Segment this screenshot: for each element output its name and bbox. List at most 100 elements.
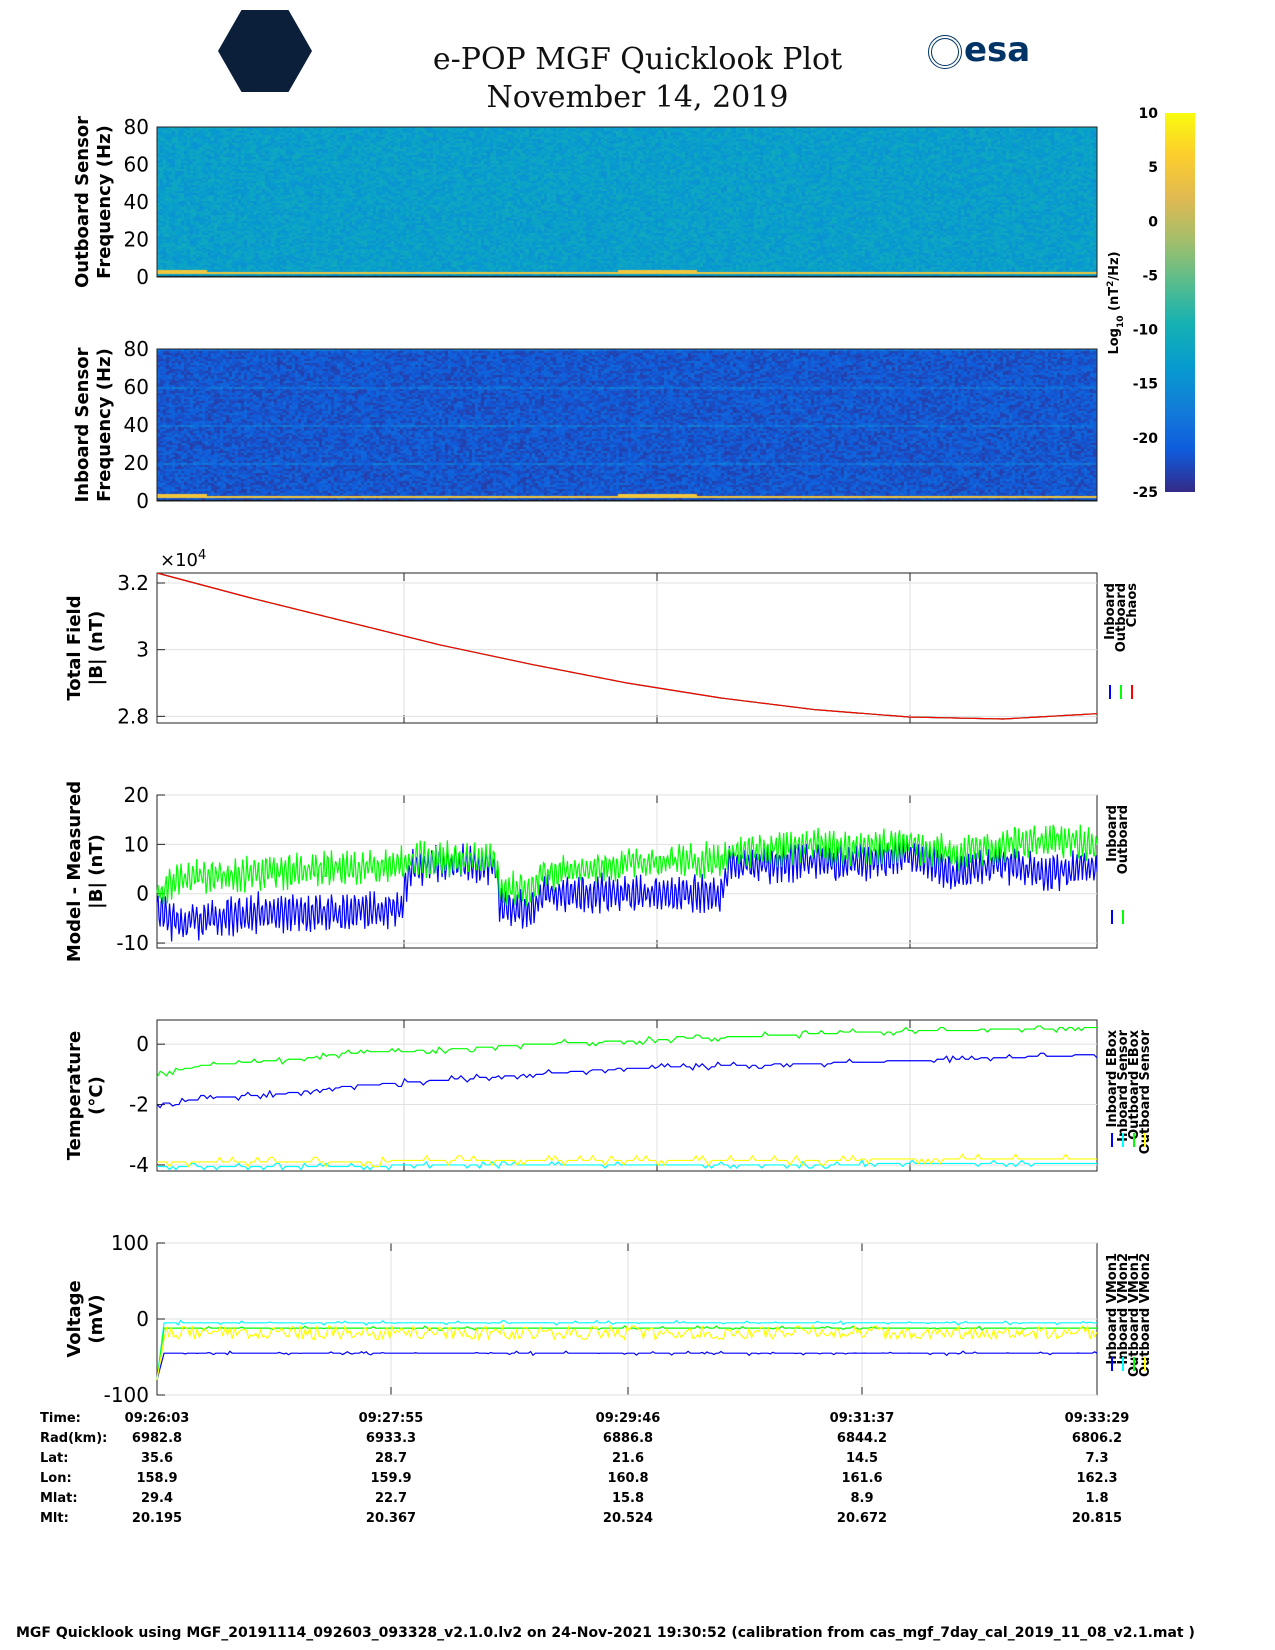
colorbar-tick-label: -5	[1142, 268, 1158, 284]
ephemeris-value: 1.8	[1085, 1491, 1109, 1506]
colorbar-tick-label: 10	[1139, 106, 1159, 122]
y-tick-label: -2	[129, 1093, 149, 1117]
ephemeris-value: 21.6	[611, 1451, 645, 1466]
ephemeris-value: 7.3	[1085, 1451, 1109, 1466]
ephemeris-row-label: Rad(km):	[40, 1431, 108, 1446]
ephemeris-value: 20.195	[131, 1511, 183, 1526]
plot-date: November 14, 2019	[486, 80, 789, 115]
ephemeris-value: 159.9	[370, 1471, 412, 1486]
ephemeris-value: 09:29:46	[595, 1411, 661, 1426]
y-axis-label: Inboard Sensor	[72, 347, 93, 502]
ephemeris-value: 158.9	[136, 1471, 178, 1486]
y-tick-label: 0	[136, 489, 149, 513]
colorbar-tick-label: -15	[1133, 377, 1158, 393]
y-axis-label: Frequency (Hz)	[94, 348, 115, 502]
y-axis-label: Outboard Sensor	[72, 116, 93, 288]
ephemeris-value: 161.6	[841, 1471, 883, 1486]
y-axis-label: Temperature	[64, 1031, 85, 1160]
colorbar-tick-label: -10	[1133, 323, 1159, 339]
ephemeris-value: 6933.3	[365, 1431, 417, 1446]
axes-frame	[156, 572, 1098, 724]
ephemeris-value: 6886.8	[602, 1431, 654, 1446]
ephemeris-value: 160.8	[607, 1471, 649, 1486]
ephemeris-value: 162.3	[1076, 1471, 1118, 1486]
ephemeris-value: 35.6	[140, 1451, 174, 1466]
axes-frame	[156, 348, 1098, 502]
axis-exponent: ×104	[160, 548, 206, 572]
y-tick-label: 80	[124, 115, 149, 139]
ephemeris-value: 09:26:03	[124, 1411, 190, 1426]
y-tick-label: 60	[124, 153, 149, 177]
y-axis-label: Voltage	[64, 1280, 85, 1357]
ephemeris-row-label: Mlat:	[40, 1491, 78, 1506]
y-tick-label: 0	[136, 882, 149, 906]
y-axis-label: (°C)	[86, 1076, 107, 1115]
colorbar	[1165, 113, 1195, 492]
y-tick-label: -100	[104, 1383, 149, 1407]
y-tick-label: 60	[124, 375, 149, 399]
series-line-inboard-vmon2	[156, 1319, 1098, 1380]
colorbar-tick-label: 5	[1148, 160, 1158, 176]
y-tick-label: 2.8	[117, 704, 149, 728]
y-tick-label: -4	[129, 1153, 149, 1177]
ephemeris-value: 14.5	[845, 1451, 879, 1466]
y-tick-label: 10	[124, 832, 149, 856]
y-tick-label: -10	[116, 931, 149, 955]
ephemeris-value: 22.7	[374, 1491, 408, 1506]
y-tick-label: 100	[111, 1231, 149, 1255]
outboard-spectrogram	[157, 127, 1097, 277]
axes-frame	[156, 126, 1098, 278]
y-axis-label: Total Field	[64, 595, 85, 700]
y-tick-label: 40	[124, 190, 149, 214]
ephemeris-value: 29.4	[140, 1491, 174, 1506]
y-tick-label: 0	[136, 1032, 149, 1056]
y-tick-label: 20	[124, 451, 149, 475]
colorbar-tick-label: 0	[1148, 214, 1158, 230]
ephemeris-value: 28.7	[374, 1451, 408, 1466]
plot-title: e-POP MGF Quicklook Plot	[432, 42, 843, 77]
ephemeris-value: 20.524	[602, 1511, 654, 1526]
series-line-outboard	[156, 824, 1098, 907]
y-tick-label: 40	[124, 413, 149, 437]
legend-label: Outboard	[1114, 583, 1129, 652]
ephemeris-value: 6982.8	[131, 1431, 183, 1446]
ephemeris-value: 6806.2	[1071, 1431, 1123, 1446]
y-tick-label: 3.2	[117, 571, 149, 595]
legend-label: Outboard Sensor	[1138, 1029, 1153, 1154]
series-line-outboard-sensor	[157, 1153, 1097, 1168]
ephemeris-value: 09:27:55	[358, 1411, 424, 1426]
ephemeris-row-label: Time:	[40, 1411, 81, 1426]
y-axis-label: Frequency (Hz)	[94, 125, 115, 279]
ephemeris-value: 15.8	[611, 1491, 645, 1506]
series-line-inboard	[156, 834, 1098, 942]
inboard-spectrogram	[157, 349, 1097, 501]
legend-label: Outboard EBox	[1127, 1029, 1142, 1139]
legend-label: Inboard	[1105, 805, 1120, 862]
ephemeris-value: 09:33:29	[1064, 1411, 1130, 1426]
esa-logo: esa	[928, 30, 1030, 70]
ephemeris-row-label: Mlt:	[40, 1511, 69, 1526]
legend-label: Inboard VMon1	[1105, 1253, 1120, 1365]
y-tick-label: 0	[136, 1307, 149, 1331]
series-line-outboard-ebox	[156, 1025, 1097, 1078]
axes-frame	[156, 1019, 1098, 1172]
legend-label: Inboard EBox	[1105, 1029, 1120, 1127]
colorbar-tick-label: -25	[1133, 485, 1158, 501]
legend-label: Inboard	[1103, 583, 1118, 640]
colorbar-label: Log10 (nT2/Hz)	[1106, 251, 1126, 354]
legend-label: Outboard VMon2	[1138, 1253, 1153, 1377]
series-line-chaos	[156, 572, 1098, 720]
legend-label: Outboard	[1116, 805, 1131, 874]
legend-label: Chaos	[1125, 583, 1140, 627]
legend-label: Inboard Sensor	[1116, 1029, 1131, 1141]
y-tick-label: 3	[136, 638, 149, 662]
legend-label: Inboard VMon2	[1116, 1253, 1131, 1365]
ephemeris-row-label: Lat:	[40, 1451, 69, 1466]
y-tick-label: 20	[124, 783, 149, 807]
y-axis-label: (mV)	[86, 1294, 107, 1343]
ephemeris-value: 20.367	[365, 1511, 417, 1526]
series-line-inboard-ebox	[156, 1052, 1098, 1109]
legend-label: Outboard VMon1	[1127, 1253, 1142, 1377]
y-axis-label: |B| (nT)	[86, 611, 107, 686]
